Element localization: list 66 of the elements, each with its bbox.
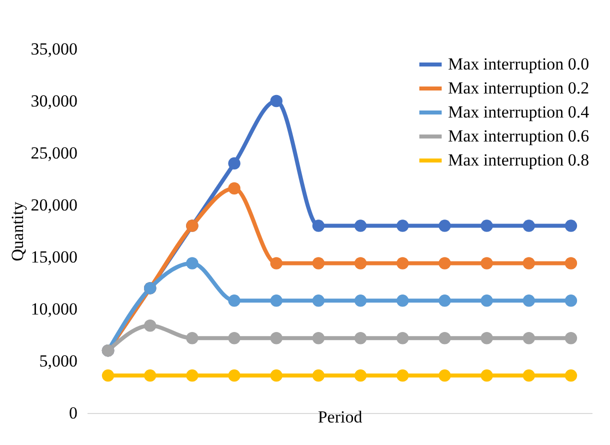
point <box>480 220 493 232</box>
point <box>396 294 409 307</box>
point <box>522 257 535 270</box>
point <box>564 257 578 270</box>
point <box>354 220 367 232</box>
y-tick-label: 10,000 <box>30 300 78 318</box>
point <box>438 332 451 344</box>
legend-label: Max interruption 0.4 <box>448 102 590 122</box>
point <box>228 157 240 170</box>
point <box>354 294 367 307</box>
point <box>354 332 367 344</box>
point <box>522 369 535 382</box>
point <box>480 369 493 382</box>
point <box>438 257 451 270</box>
y-tick-label: 15,000 <box>30 248 78 266</box>
point <box>270 332 282 344</box>
y-tick-label: 20,000 <box>30 196 78 214</box>
point <box>480 332 493 344</box>
point <box>396 369 409 382</box>
point <box>228 332 240 344</box>
point <box>480 294 493 307</box>
legend-label: Max interruption 0.2 <box>448 78 590 98</box>
point <box>438 220 451 232</box>
x-axis-title: Period <box>318 408 363 426</box>
point <box>438 369 451 382</box>
point <box>354 369 367 382</box>
point <box>270 369 282 382</box>
point <box>564 369 578 382</box>
point <box>228 182 240 194</box>
point <box>312 369 325 382</box>
y-axis-title: Quantity <box>8 201 27 262</box>
point <box>228 369 240 382</box>
point <box>396 257 409 270</box>
point <box>564 294 578 307</box>
point <box>312 294 325 307</box>
point <box>312 257 325 270</box>
point <box>144 369 156 382</box>
legend-label: Max interruption 0.6 <box>448 126 590 146</box>
point <box>270 94 282 108</box>
point <box>270 257 282 270</box>
point <box>522 332 535 344</box>
y-tick-label: 5,000 <box>39 352 78 370</box>
point <box>522 220 535 232</box>
point <box>564 332 578 344</box>
point <box>312 332 325 344</box>
legend-label: Max interruption 0.0 <box>448 54 590 74</box>
point <box>228 294 240 307</box>
point <box>144 320 156 332</box>
point <box>396 332 409 344</box>
point <box>270 294 282 307</box>
point <box>438 294 451 307</box>
point <box>522 294 535 307</box>
point <box>186 257 198 270</box>
y-tick-label: 30,000 <box>30 92 78 110</box>
point <box>564 220 578 232</box>
point <box>354 257 367 270</box>
point <box>186 332 198 344</box>
point <box>186 369 198 382</box>
point <box>396 220 409 232</box>
point <box>102 369 114 382</box>
y-tick-label: 0 <box>69 404 78 422</box>
legend-label: Max interruption 0.8 <box>448 150 590 170</box>
point <box>480 257 493 270</box>
point <box>312 220 325 232</box>
y-tick-label: 35,000 <box>30 40 78 58</box>
y-tick-label: 25,000 <box>30 144 78 162</box>
